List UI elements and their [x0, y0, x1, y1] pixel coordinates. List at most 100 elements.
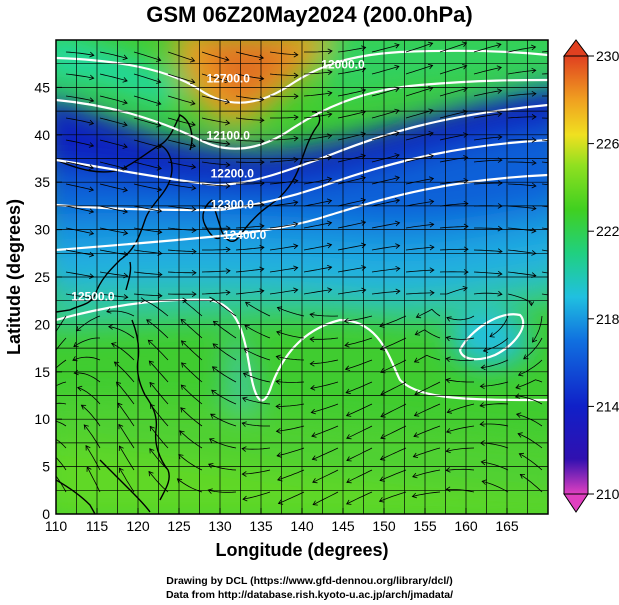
y-tick-label: 5 — [42, 459, 50, 475]
streamline — [405, 201, 434, 207]
streamline-arrow — [378, 497, 385, 503]
streamline — [76, 315, 101, 332]
streamline — [310, 313, 339, 317]
streamline-arrow — [414, 330, 421, 336]
streamline — [242, 491, 271, 500]
streamline — [541, 205, 548, 208]
streamline — [303, 200, 332, 207]
streamline-arrow — [428, 176, 435, 182]
streamline — [167, 271, 196, 274]
streamline-arrow — [50, 469, 55, 474]
streamline — [74, 372, 101, 383]
streamline-arrow — [445, 356, 451, 363]
streamline — [201, 51, 229, 61]
streamline — [541, 183, 548, 186]
streamline-arrow — [414, 390, 420, 396]
streamline — [346, 425, 373, 439]
streamline — [446, 489, 475, 493]
streamline-arrow — [327, 264, 333, 271]
streamline-arrow — [515, 384, 521, 390]
streamline — [412, 491, 441, 497]
streamline-arrow — [157, 271, 163, 278]
streamline-arrow — [108, 324, 114, 330]
colorbar-bottom-triangle — [563, 493, 589, 513]
streamline-arrow — [149, 381, 155, 388]
streamline — [269, 201, 298, 207]
streamline-arrow — [531, 182, 537, 189]
streamline-arrow — [413, 432, 419, 438]
streamline — [304, 50, 333, 53]
streamline-arrow — [496, 42, 502, 48]
streamline-arrow — [346, 499, 352, 505]
streamline-arrow — [489, 332, 495, 338]
streamline-arrow — [123, 272, 129, 279]
streamline — [65, 293, 94, 299]
streamline-arrow — [118, 423, 124, 430]
streamline — [337, 199, 366, 207]
streamline-arrow — [123, 251, 129, 257]
streamline-arrow — [225, 246, 231, 253]
streamline-arrow — [89, 74, 95, 81]
streamline — [312, 447, 339, 460]
streamline — [108, 326, 135, 339]
streamline-arrow — [210, 413, 216, 419]
x-tick-label: 115 — [86, 518, 109, 534]
streamline — [56, 420, 67, 427]
streamline-arrow — [346, 434, 352, 440]
x-tick-label: 145 — [331, 518, 355, 534]
streamline — [133, 95, 161, 105]
streamline — [473, 159, 502, 163]
streamline — [119, 445, 135, 471]
streamline — [65, 249, 94, 256]
streamline-arrow — [191, 269, 197, 276]
streamline — [242, 469, 271, 475]
streamline-arrow — [191, 291, 197, 298]
streamline — [270, 116, 299, 119]
x-tick-label: 160 — [454, 518, 478, 534]
streamline — [413, 425, 441, 437]
streamline-arrow — [379, 476, 385, 482]
streamline — [447, 403, 475, 413]
streamline — [541, 249, 548, 252]
streamline — [178, 454, 203, 471]
streamline-arrow — [209, 296, 215, 303]
streamline-arrow — [360, 175, 366, 182]
streamline-arrow — [445, 377, 451, 384]
streamline — [244, 348, 271, 361]
streamline — [106, 310, 135, 317]
streamline-arrow — [326, 220, 333, 227]
streamline-arrow — [531, 227, 537, 234]
streamline-arrow — [497, 134, 503, 141]
streamline-arrow — [293, 243, 299, 250]
streamline — [65, 73, 94, 79]
contour-label: 12400.0 — [223, 228, 267, 242]
streamline — [56, 438, 67, 449]
streamline — [244, 325, 271, 339]
streamline-arrow — [427, 63, 434, 70]
colorbar-tick-label: 218 — [596, 311, 619, 327]
streamline-arrow — [463, 223, 469, 230]
streamline — [242, 397, 271, 405]
streamline-arrow — [343, 318, 349, 324]
streamline-arrow — [519, 474, 525, 479]
streamline — [243, 372, 271, 383]
streamline — [56, 337, 67, 351]
streamline — [520, 474, 543, 493]
streamline — [371, 44, 400, 53]
streamline-arrow — [429, 199, 435, 205]
streamline-arrow — [243, 348, 250, 354]
streamline-arrow — [181, 362, 187, 368]
streamline — [303, 178, 332, 185]
colorbar-tick-label: 214 — [596, 398, 619, 414]
streamline-arrow — [413, 357, 420, 363]
streamline-arrow — [293, 157, 299, 163]
colorbar-top-triangle — [563, 39, 589, 57]
streamline — [405, 87, 433, 97]
streamline-arrow — [479, 421, 485, 427]
streamline-arrow — [413, 411, 420, 417]
streamline — [208, 463, 237, 471]
streamline-arrow — [293, 178, 299, 185]
streamline-arrow — [394, 43, 400, 49]
streamline-arrow — [531, 67, 537, 74]
streamline-arrow — [327, 111, 333, 118]
